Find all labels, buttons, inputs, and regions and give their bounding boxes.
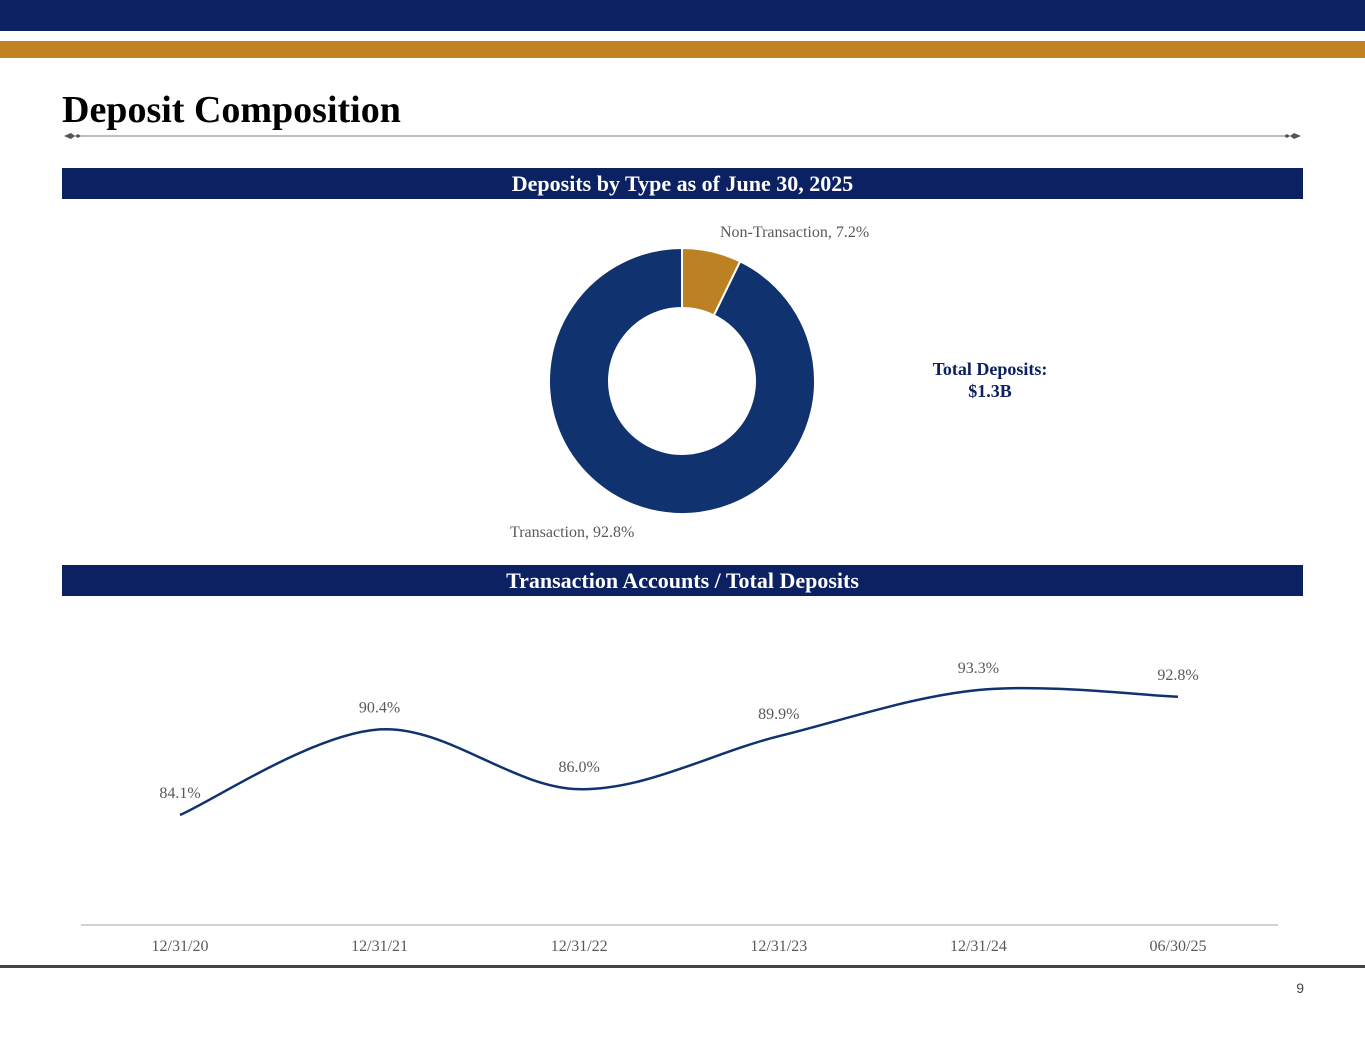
slice-label-transaction: Transaction, 92.8% xyxy=(510,524,634,541)
deposits-donut-chart: Non-Transaction, 7.2% Transaction, 92.8% xyxy=(510,224,869,541)
data-label: 86.0% xyxy=(559,759,600,776)
data-label: 84.1% xyxy=(159,785,200,802)
total-deposits-label: Total Deposits: xyxy=(932,359,1048,379)
divider-ornament-right-icon xyxy=(1290,133,1301,139)
x-tick-label: 06/30/25 xyxy=(1150,938,1207,955)
x-tick-label: 12/31/22 xyxy=(551,938,608,955)
header-band-navy xyxy=(0,0,1365,31)
section-header-transaction-ratio: Transaction Accounts / Total Deposits xyxy=(62,565,1303,596)
x-tick-label: 12/31/23 xyxy=(750,938,807,955)
title-divider xyxy=(64,133,1301,139)
page-title: Deposit Composition xyxy=(62,89,401,131)
total-deposits: Total Deposits: $1.3B xyxy=(900,358,1080,402)
x-tick-label: 12/31/21 xyxy=(351,938,408,955)
section-header-deposits-by-type: Deposits by Type as of June 30, 2025 xyxy=(62,168,1303,199)
divider-ornament-left-icon xyxy=(64,133,75,139)
data-label: 89.9% xyxy=(758,706,799,723)
slice-label-non-transaction: Non-Transaction, 7.2% xyxy=(720,224,869,241)
footer-rule xyxy=(0,965,1365,968)
header-band-gold xyxy=(0,41,1365,58)
total-deposits-value: $1.3B xyxy=(968,381,1012,401)
x-tick-label: 12/31/20 xyxy=(152,938,209,955)
series-line-transaction-ratio xyxy=(179,686,1179,817)
data-label: 92.8% xyxy=(1157,667,1198,684)
x-tick-label: 12/31/24 xyxy=(950,938,1007,955)
data-label: 90.4% xyxy=(359,699,400,716)
transaction-ratio-line-chart: 84.1% 12/31/20 90.4% 12/31/21 86.0% 12/31/22 8… xyxy=(81,660,1278,955)
data-label: 93.3% xyxy=(958,660,999,677)
donut-slice-transaction xyxy=(548,246,816,515)
page-number: 9 xyxy=(1296,980,1304,996)
